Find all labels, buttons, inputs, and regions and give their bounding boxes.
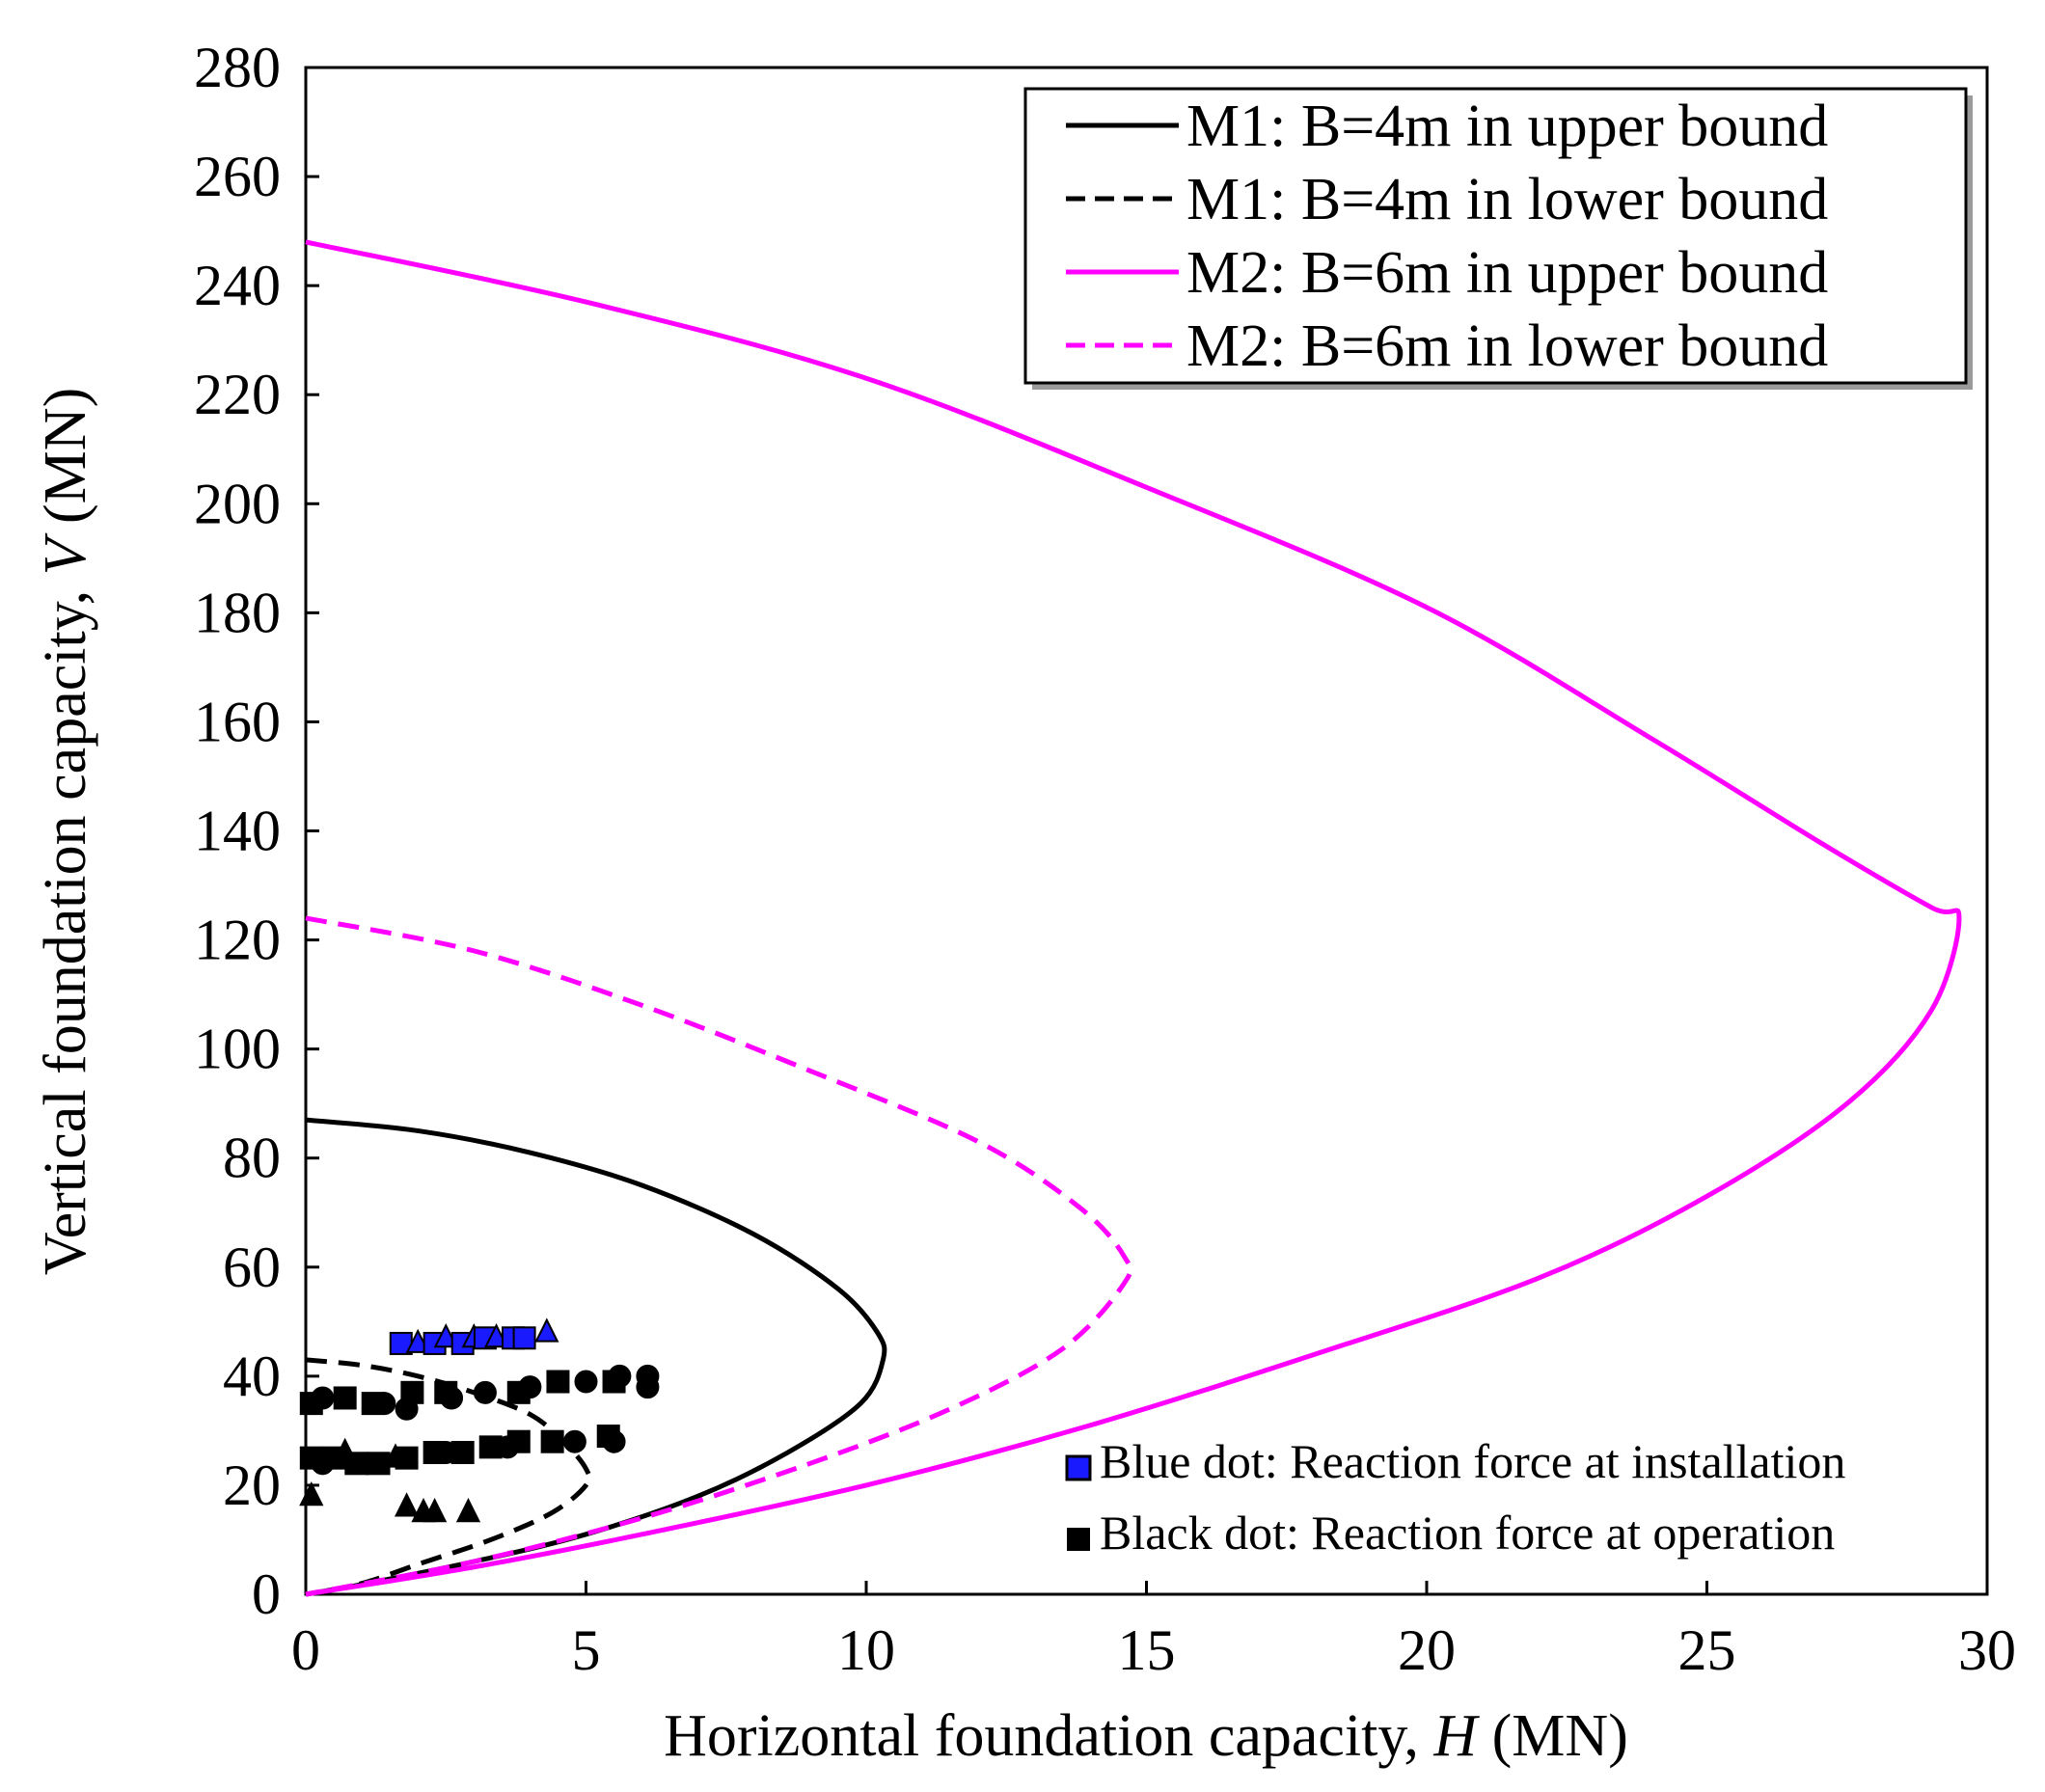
operation-point <box>562 1429 586 1453</box>
operation-point <box>540 1429 564 1453</box>
y-tick-label: 80 <box>223 1127 281 1190</box>
series-line-1 <box>305 1117 887 1597</box>
y-tick-label: 0 <box>252 1562 281 1626</box>
operation-point <box>546 1370 570 1394</box>
y-tick-label: 220 <box>194 363 281 426</box>
annotations: Blue dot: Reaction force at installation… <box>1065 1434 1845 1560</box>
y-tick-label: 180 <box>194 581 281 644</box>
annotation-installation: Blue dot: Reaction force at installation <box>1100 1434 1845 1488</box>
operation-point <box>518 1375 542 1399</box>
operation-point <box>602 1429 626 1453</box>
legend-label-2: M1: B=4m in lower bound <box>1186 167 1828 232</box>
y-tick-label: 160 <box>194 690 281 753</box>
operation-point <box>574 1370 598 1394</box>
operation-point <box>299 1480 324 1507</box>
x-axis-title: Horizontal foundation capacity, H (MN) <box>664 1703 1628 1769</box>
scatter-layer <box>299 1317 660 1523</box>
operation-point <box>440 1386 464 1410</box>
series-line-3 <box>305 239 1962 1597</box>
legend: M1: B=4m in upper bound M1: B=4m in lower… <box>1023 87 1973 390</box>
annotation-marker-black <box>1067 1528 1090 1551</box>
y-tick-label: 140 <box>194 800 281 863</box>
y-tick-label: 240 <box>194 254 281 317</box>
operation-point <box>400 1380 424 1404</box>
y-tick-label: 60 <box>223 1235 281 1299</box>
series-layer <box>305 239 1962 1597</box>
operation-point <box>450 1441 475 1465</box>
installation-point <box>512 1326 536 1350</box>
x-axis: 0 5 10 15 20 25 30 <box>291 1581 2016 1682</box>
x-tick-label: 5 <box>572 1618 601 1682</box>
installation-point <box>534 1317 559 1343</box>
y-tick-label: 100 <box>194 1018 281 1081</box>
y-tick-label: 280 <box>194 36 281 99</box>
y-tick-label: 200 <box>194 472 281 535</box>
operation-point <box>423 1497 448 1523</box>
x-tick-label: 10 <box>837 1618 895 1682</box>
x-tick-label: 15 <box>1118 1618 1176 1682</box>
y-tick-label: 40 <box>223 1344 281 1408</box>
series-line-2 <box>305 1357 592 1597</box>
operation-point <box>455 1497 481 1523</box>
operation-point <box>636 1375 660 1399</box>
legend-label-3: M2: B=6m in upper bound <box>1186 240 1828 306</box>
y-tick-label: 20 <box>223 1453 281 1517</box>
operation-point <box>506 1429 531 1453</box>
annotation-operation: Black dot: Reaction force at operation <box>1100 1506 1835 1560</box>
x-tick-label: 25 <box>1678 1618 1736 1682</box>
operation-point <box>372 1392 396 1416</box>
x-tick-label: 30 <box>1958 1618 2016 1682</box>
y-axis: 0 20 40 60 80 100 120 140 160 180 200 220 240 260 280 <box>194 36 319 1626</box>
annotation-marker-blue <box>1065 1454 1092 1481</box>
operation-point <box>311 1386 335 1410</box>
legend-label-4: M2: B=6m in lower bound <box>1186 313 1828 379</box>
operation-point <box>473 1380 497 1404</box>
operation-point <box>394 1492 420 1517</box>
y-tick-label: 260 <box>194 145 281 208</box>
operation-point <box>333 1386 357 1410</box>
y-tick-label: 120 <box>194 909 281 972</box>
y-axis-title: Vertical foundation capacity, V (MN) <box>33 388 98 1275</box>
x-tick-label: 0 <box>291 1618 320 1682</box>
legend-label-1: M1: B=4m in upper bound <box>1186 94 1828 159</box>
operation-point <box>608 1364 632 1388</box>
series-line-4 <box>305 915 1133 1597</box>
operation-point <box>395 1446 419 1470</box>
x-tick-label: 20 <box>1398 1618 1456 1682</box>
legend-box <box>1023 87 1968 385</box>
